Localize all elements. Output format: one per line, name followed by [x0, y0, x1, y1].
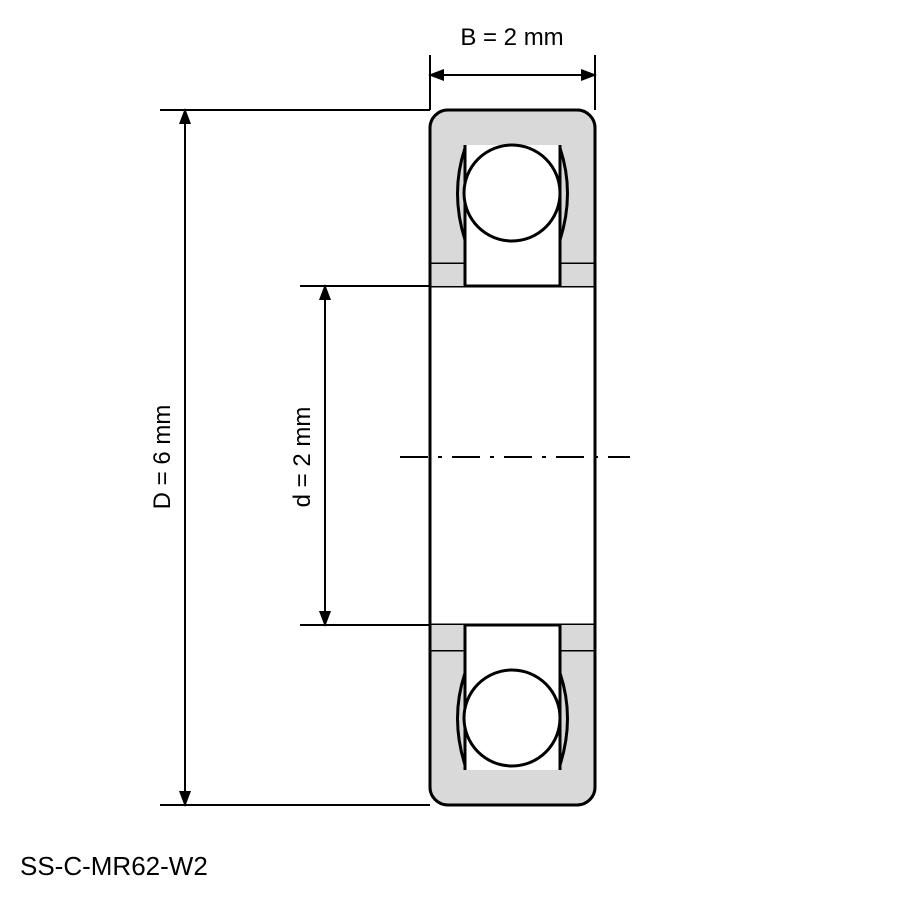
- label-D: D = 6 mm: [149, 405, 176, 510]
- label-d: d = 2 mm: [289, 407, 316, 508]
- dimension-B: B = 2 mm: [430, 24, 595, 110]
- ball-bottom: [464, 670, 560, 766]
- bearing-diagram: B = 2 mm D = 6 mm d = 2 mm: [0, 0, 900, 900]
- part-number: SS-C-MR62-W2: [20, 851, 208, 882]
- bearing-body: [400, 110, 630, 805]
- dimension-d: d = 2 mm: [289, 286, 430, 625]
- label-B: B = 2 mm: [460, 24, 563, 51]
- ball-top: [464, 145, 560, 241]
